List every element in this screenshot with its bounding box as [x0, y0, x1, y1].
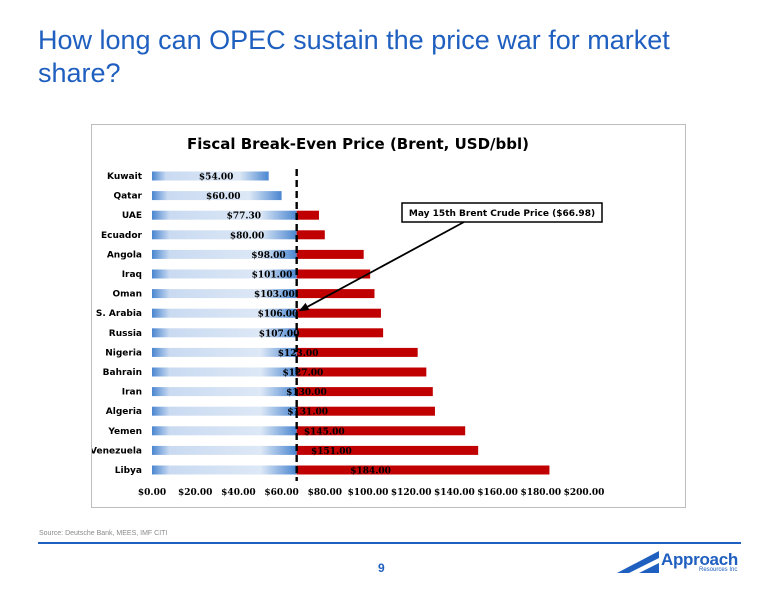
chart-area: Fiscal Break-Even Price (Brent, USD/bbl)… — [91, 124, 686, 508]
category-label-algeria: Algeria — [106, 407, 142, 417]
value-label-oman: $103.00 — [254, 290, 295, 300]
page-number: 9 — [378, 561, 385, 575]
x-tick-label: $60.00 — [264, 488, 298, 498]
logo-tagline: Resources Inc — [699, 567, 738, 573]
approach-logo: Approach Resources Inc — [615, 548, 745, 576]
value-label-iran: $130.00 — [286, 388, 327, 398]
bar-below-uae — [152, 210, 297, 220]
bar-below-venezuela — [152, 445, 297, 455]
bar-below-oman — [152, 289, 297, 299]
value-label-ecuador: $80.00 — [230, 231, 264, 241]
bar-below-bahrain — [152, 367, 297, 377]
x-tick-label: $160.00 — [477, 488, 518, 498]
x-tick-label: $100.00 — [348, 488, 389, 498]
bar-above-libya — [296, 465, 550, 475]
bar-below-iran — [152, 387, 297, 397]
category-label-russia: Russia — [109, 329, 142, 339]
category-label-ecuador: Ecuador — [101, 231, 143, 241]
slide-title: How long can OPEC sustain the price war … — [38, 25, 670, 88]
bar-below-kuwait — [152, 171, 269, 181]
category-label-venezuela: Venezuela — [92, 446, 142, 456]
bar-above-iran — [296, 387, 433, 397]
category-label-bahrain: Bahrain — [103, 368, 142, 378]
source-note: Source: Deutsche Bank, MEES, IMF CITI — [39, 530, 168, 537]
value-label-nigeria: $123.00 — [278, 349, 319, 359]
callout: May 15th Brent Crude Price ($66.98) — [298, 202, 603, 312]
category-label-s-arabia: S. Arabia — [96, 309, 142, 319]
chart-title: Fiscal Break-Even Price (Brent, USD/bbl) — [187, 135, 529, 153]
x-tick-label: $140.00 — [434, 488, 475, 498]
callout-arrow — [306, 221, 465, 308]
bar-above-venezuela — [296, 445, 479, 455]
bar-below-yemen — [152, 426, 297, 436]
bar-above-ecuador — [296, 230, 325, 240]
value-label-uae: $77.30 — [227, 212, 261, 222]
value-label-yemen: $145.00 — [304, 427, 345, 437]
category-label-qatar: Qatar — [113, 192, 142, 202]
bar-above-russia — [296, 328, 384, 338]
bar-above-bahrain — [296, 367, 427, 377]
bar-chart: Fiscal Break-Even Price (Brent, USD/bbl)… — [92, 135, 604, 498]
x-tick-label: $80.00 — [308, 488, 342, 498]
bar-above-nigeria — [296, 347, 418, 357]
logo-mark-icon — [617, 551, 659, 573]
value-label-iraq: $101.00 — [252, 271, 293, 281]
bar-below-s-arabia — [152, 308, 297, 318]
x-tick-label: $0.00 — [138, 488, 166, 498]
category-label-libya: Libya — [115, 466, 142, 476]
category-label-oman: Oman — [112, 290, 142, 300]
category-label-angola: Angola — [107, 250, 142, 260]
bar-below-nigeria — [152, 347, 297, 357]
bar-below-qatar — [152, 191, 282, 201]
bar-below-libya — [152, 465, 297, 475]
bar-above-s-arabia — [296, 308, 381, 318]
bar-below-russia — [152, 328, 297, 338]
category-label-uae: UAE — [122, 211, 142, 221]
bars-layer — [152, 171, 550, 475]
labels-layer: Kuwait $54.00 Qatar $60.00 UAE $77.30 Ecuador $… — [92, 172, 391, 477]
bar-above-angola — [296, 249, 364, 259]
value-label-kuwait: $54.00 — [199, 173, 233, 183]
footer-rule — [38, 542, 741, 544]
category-label-iraq: Iraq — [122, 270, 142, 280]
x-axis-ticks: $0.00 $20.00 $40.00 $60.00 $80.00 $100.00 $120… — [138, 488, 604, 498]
value-label-bahrain: $127.00 — [283, 369, 324, 379]
x-tick-label: $200.00 — [564, 488, 605, 498]
bar-below-algeria — [152, 406, 297, 416]
bar-above-algeria — [296, 406, 435, 416]
value-label-angola: $98.00 — [251, 251, 285, 261]
bar-above-yemen — [296, 426, 466, 436]
callout-box — [401, 202, 603, 223]
category-label-yemen: Yemen — [107, 427, 142, 437]
category-label-iran: Iran — [122, 388, 142, 398]
bar-above-oman — [296, 289, 375, 299]
bar-above-uae — [296, 210, 319, 220]
logo-wordmark: Approach — [661, 550, 738, 569]
category-label-kuwait: Kuwait — [107, 172, 143, 182]
bar-below-ecuador — [152, 230, 297, 240]
bar-above-iraq — [296, 269, 371, 279]
category-label-nigeria: Nigeria — [105, 348, 142, 358]
x-tick-label: $120.00 — [391, 488, 432, 498]
x-tick-label: $40.00 — [221, 488, 255, 498]
bar-below-iraq — [152, 269, 297, 279]
bar-below-angola — [152, 249, 297, 259]
callout-arrowhead — [298, 302, 310, 312]
x-tick-label: $180.00 — [520, 488, 561, 498]
value-label-qatar: $60.00 — [206, 192, 240, 202]
value-label-libya: $184.00 — [350, 467, 391, 477]
x-tick-label: $20.00 — [178, 488, 212, 498]
value-label-russia: $107.00 — [259, 329, 300, 339]
value-label-s-arabia: $106.00 — [258, 310, 299, 320]
value-label-algeria: $131.00 — [287, 408, 328, 418]
value-label-venezuela: $151.00 — [311, 447, 352, 457]
callout-label: May 15th Brent Crude Price ($66.98) — [409, 209, 595, 219]
